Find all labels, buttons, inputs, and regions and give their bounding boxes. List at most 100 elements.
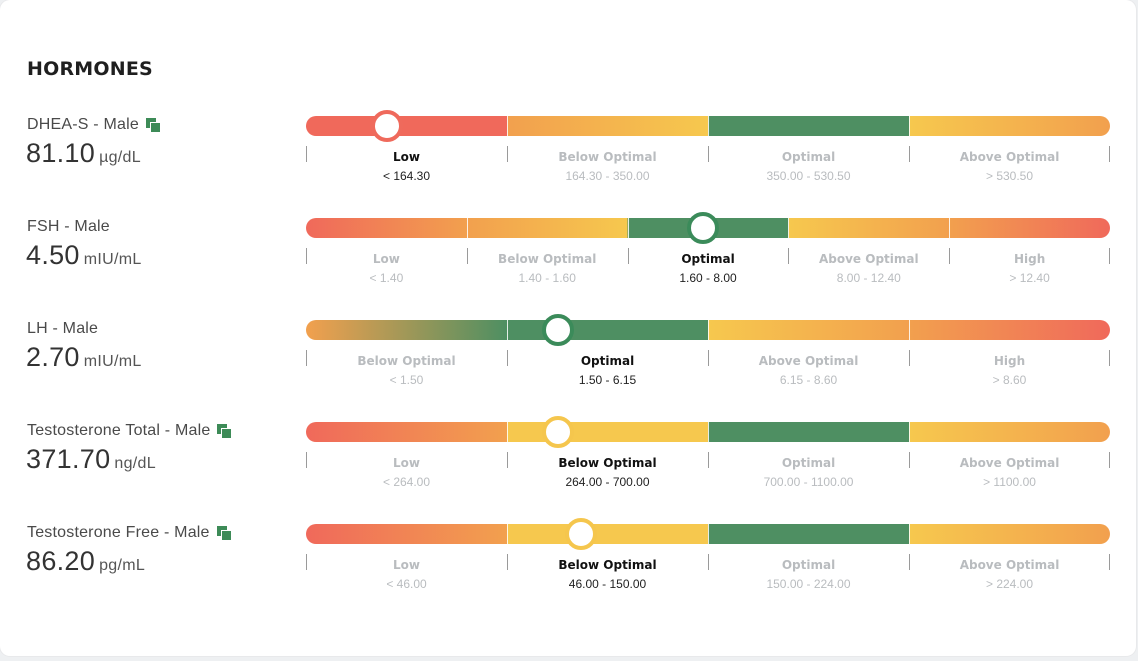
marker-value-number: 4.50 <box>26 240 80 270</box>
range-label: Low <box>393 456 420 470</box>
range-bar <box>306 524 1110 544</box>
marker-value: 86.20 pg/mL <box>26 546 145 577</box>
value-indicator-knob <box>541 314 574 346</box>
range-tick <box>1109 350 1110 366</box>
range-tick <box>507 452 508 468</box>
range-divider <box>507 422 508 442</box>
range-value: > 530.50 <box>985 169 1034 183</box>
marker-value-unit: µg/dL <box>99 149 141 166</box>
range-value: > 1100.00 <box>983 475 1036 489</box>
range-tick <box>507 554 508 570</box>
range-bar <box>306 422 1110 442</box>
range-tick <box>708 554 709 570</box>
range-label: Above Optimal <box>959 558 1060 572</box>
marker-value-unit: mIU/mL <box>83 353 142 370</box>
marker-value-unit: ng/dL <box>114 455 156 472</box>
range-tick <box>1109 146 1110 162</box>
range-value: 6.15 - 8.60 <box>779 373 838 387</box>
range-label: High <box>993 354 1026 368</box>
range-tick <box>306 146 307 162</box>
copy-icon[interactable] <box>217 424 232 438</box>
range-label: Optimal <box>781 150 836 164</box>
range-value: 8.00 - 12.40 <box>836 271 901 285</box>
range-tick <box>708 146 709 162</box>
range-value: 1.60 - 8.00 <box>679 271 737 285</box>
marker-value-number: 86.20 <box>26 546 96 576</box>
marker-name-label: FSH - Male <box>27 218 110 235</box>
range-label: Low <box>393 150 420 164</box>
range-divider <box>708 320 709 340</box>
marker-row: Testosterone Total - Male 371.70 ng/dL Low <… <box>0 416 1136 522</box>
range-tick <box>949 248 951 264</box>
range-divider <box>909 524 910 544</box>
copy-icon[interactable] <box>216 526 231 540</box>
range-label: Optimal <box>580 354 635 368</box>
range-divider <box>627 218 629 238</box>
range-tick <box>306 248 307 264</box>
range-divider <box>708 422 709 442</box>
marker-name-label: Testosterone Total - Male <box>27 422 211 439</box>
range-tick <box>306 452 307 468</box>
range-label: Above Optimal <box>758 354 859 368</box>
section-title: HORMONES <box>27 58 153 80</box>
range-value: < 264.00 <box>382 475 431 489</box>
range-bar <box>306 116 1110 136</box>
range-divider <box>949 218 951 238</box>
marker-name: Testosterone Total - Male <box>27 422 232 440</box>
range-tick <box>507 146 508 162</box>
range-divider <box>788 218 790 238</box>
marker-name: LH - Male <box>27 320 98 338</box>
range-tick <box>1109 452 1110 468</box>
value-indicator-knob <box>564 518 597 550</box>
range-divider <box>466 218 468 238</box>
range-tick <box>909 146 910 162</box>
range-label: Low <box>372 252 400 266</box>
marker-row: DHEA-S - Male 81.10 µg/dL Low < 164.30 Below … <box>0 110 1136 216</box>
range-divider <box>909 116 910 136</box>
range-label: Above Optimal <box>959 150 1060 164</box>
range-label: Below Optimal <box>558 456 657 470</box>
marker-name: Testosterone Free - Male <box>27 524 231 542</box>
range-value: 264.00 - 700.00 <box>565 475 650 489</box>
range-tick <box>306 350 307 366</box>
range-label: Above Optimal <box>959 456 1060 470</box>
range-divider <box>909 320 910 340</box>
range-tick <box>306 554 307 570</box>
range-value: < 1.40 <box>369 271 404 285</box>
copy-icon[interactable] <box>145 118 160 132</box>
range-divider <box>507 320 508 340</box>
marker-name: DHEA-S - Male <box>27 116 160 134</box>
range-tick <box>1109 554 1110 570</box>
range-label: Optimal <box>781 456 836 470</box>
range-divider <box>909 422 910 442</box>
range-label: Below Optimal <box>558 150 657 164</box>
range-value: < 1.50 <box>389 373 424 387</box>
range-value: < 164.30 <box>382 169 431 183</box>
range-label: Optimal <box>781 558 836 572</box>
range-label: Below Optimal <box>498 252 597 266</box>
range-tick <box>708 350 709 366</box>
marker-value-unit: pg/mL <box>99 557 146 574</box>
marker-name-label: Testosterone Free - Male <box>27 524 210 541</box>
range-value: > 8.60 <box>992 373 1027 387</box>
marker-value: 2.70 mIU/mL <box>26 342 142 373</box>
marker-value: 81.10 µg/dL <box>26 138 141 169</box>
marker-value-number: 371.70 <box>26 444 111 474</box>
range-value: 150.00 - 224.00 <box>766 577 851 591</box>
range-divider <box>708 116 709 136</box>
range-value: < 46.00 <box>386 577 427 591</box>
marker-name-label: LH - Male <box>27 320 99 337</box>
marker-row: LH - Male 2.70 mIU/mL Below Optimal < 1.50 Op… <box>0 314 1136 420</box>
range-bar <box>306 320 1110 340</box>
range-tick <box>909 350 910 366</box>
range-tick <box>507 350 508 366</box>
range-divider <box>507 524 508 544</box>
range-tick <box>627 248 629 264</box>
range-label: Optimal <box>681 252 735 266</box>
range-value: 700.00 - 1100.00 <box>763 475 854 489</box>
marker-value: 4.50 mIU/mL <box>26 240 142 271</box>
range-tick <box>466 248 468 264</box>
range-tick <box>909 554 910 570</box>
marker-row: FSH - Male 4.50 mIU/mL Low < 1.40 Below Optim… <box>0 212 1136 318</box>
